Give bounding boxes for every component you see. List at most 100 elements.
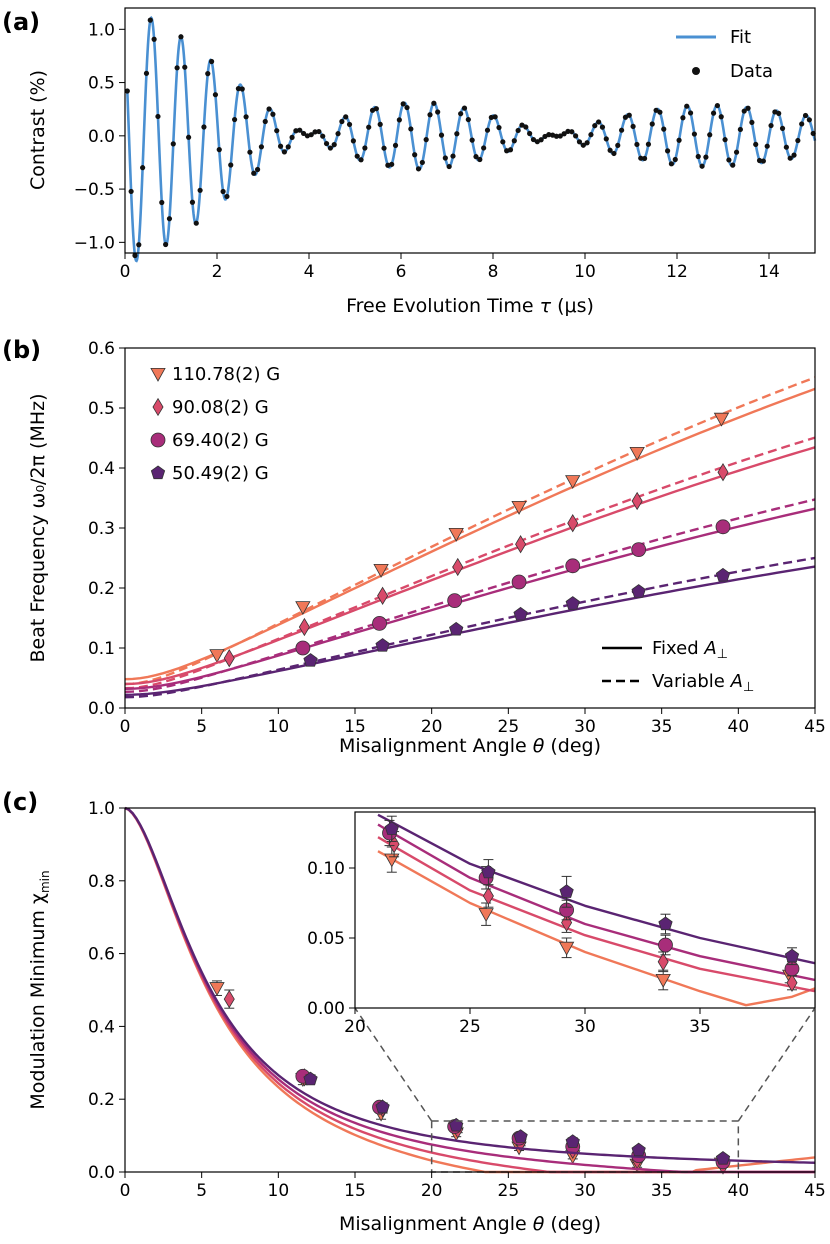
x-tick-label: 5: [196, 717, 207, 737]
legend-69-label: 69.40(2) G: [172, 430, 269, 451]
panel-a-label: (a): [2, 8, 40, 36]
data-point: [375, 638, 390, 652]
panel-a-ylabel: Contrast (%): [27, 70, 49, 190]
inset-data-point: [657, 952, 669, 971]
data-point: [511, 138, 517, 144]
data-point: [197, 187, 203, 193]
y-tick-label: 0.5: [88, 399, 115, 419]
data-point: [565, 1134, 580, 1148]
inset-data-point: [786, 973, 798, 992]
x-tick-label: 35: [651, 1181, 673, 1201]
data-point: [684, 103, 690, 109]
legend-90-label: 90.08(2) G: [172, 397, 269, 418]
data-point: [448, 528, 464, 542]
data-point: [209, 649, 225, 664]
legend-data-marker: [692, 67, 700, 75]
data-point: [565, 128, 571, 134]
data-point: [186, 134, 192, 140]
data-point: [316, 128, 322, 135]
data-point: [303, 1071, 318, 1086]
data-point: [737, 126, 743, 133]
zoom-connector-left: [354, 1007, 433, 1122]
data-point: [691, 131, 698, 137]
data-point: [308, 132, 314, 138]
data-point: [565, 475, 581, 490]
data-point: [611, 150, 617, 157]
zoom-connector-right: [737, 1007, 816, 1122]
panel-c-ylabel: Modulation Minimum χmin: [27, 870, 52, 1109]
inset-data-point: [559, 884, 574, 898]
data-point: [224, 193, 230, 200]
x-tick-label: 30: [574, 1181, 596, 1201]
data-point: [447, 593, 463, 608]
data-point: [717, 463, 729, 482]
data-point: [178, 34, 184, 40]
x-tick-label: 10: [574, 262, 596, 282]
data-point: [408, 126, 414, 132]
data-point: [458, 111, 464, 117]
y-tick-label: 0.4: [88, 1017, 115, 1037]
data-point: [438, 132, 445, 138]
data-point: [707, 132, 713, 138]
data-point: [603, 136, 609, 142]
panel-c-inset: 20 25 30 35 0.00 0.05 0.10: [307, 811, 816, 1122]
data-point: [392, 142, 399, 148]
x-tick-label: 25: [498, 717, 520, 737]
data-point: [722, 137, 728, 143]
data-point: [419, 159, 425, 166]
x-tick-label: 20: [421, 717, 443, 737]
x-tick-label: 25: [498, 1181, 520, 1201]
data-point: [500, 139, 506, 145]
data-point: [680, 115, 686, 121]
data-point: [768, 122, 774, 129]
data-point: [174, 65, 180, 71]
data-point: [715, 567, 731, 582]
panel-c-ticks: 0 5 10 15 20 25 30 35 40 45 0.0 0.2 0.4 0.6 0.8 1.0: [88, 799, 826, 1201]
data-point: [300, 130, 307, 137]
data-point: [372, 616, 387, 631]
data-point: [223, 989, 235, 1009]
y-tick-label: −0.5: [74, 180, 115, 200]
y-tick-label: 0.10: [307, 859, 345, 879]
inset-curve: [377, 850, 815, 1007]
data-point: [289, 134, 295, 140]
data-point: [208, 58, 215, 65]
y-tick-label: 1.0: [88, 799, 115, 819]
data-point: [228, 162, 234, 168]
data-point: [243, 114, 249, 120]
data-point: [327, 145, 333, 151]
data-point: [412, 152, 418, 158]
data-point: [630, 123, 636, 130]
legend-marker: [150, 465, 166, 480]
x-tick-label: 15: [344, 717, 366, 737]
data-point: [189, 199, 196, 205]
inset-data-point: [482, 886, 494, 906]
data-point: [745, 105, 751, 111]
data-point: [484, 127, 491, 133]
data-point: [331, 142, 337, 148]
y-tick-label: 0.05: [307, 929, 345, 949]
data-point: [254, 166, 261, 173]
y-tick-label: 0.00: [307, 999, 345, 1019]
inset-data-point: [658, 916, 673, 931]
x-tick-label: 14: [758, 262, 780, 282]
panel-a-legend: Fit Data: [676, 27, 773, 82]
y-tick-label: 0.6: [88, 945, 115, 965]
inset-data-point: [481, 864, 496, 879]
data-point: [515, 127, 521, 134]
data-point: [166, 216, 173, 222]
data-point: [298, 617, 310, 637]
data-point: [343, 114, 349, 120]
data-point: [258, 144, 265, 150]
inset-data-point: [384, 821, 399, 835]
y-tick-label: 0.2: [88, 1090, 115, 1110]
panel-c-label: (c): [2, 788, 38, 816]
data-point: [527, 130, 533, 137]
data-point: [155, 113, 161, 120]
x-tick-label: 25: [459, 1017, 481, 1037]
x-tick-label: 0: [120, 262, 131, 282]
data-point: [799, 121, 805, 127]
variable-fit-line: [124, 556, 816, 699]
data-point: [235, 86, 242, 92]
